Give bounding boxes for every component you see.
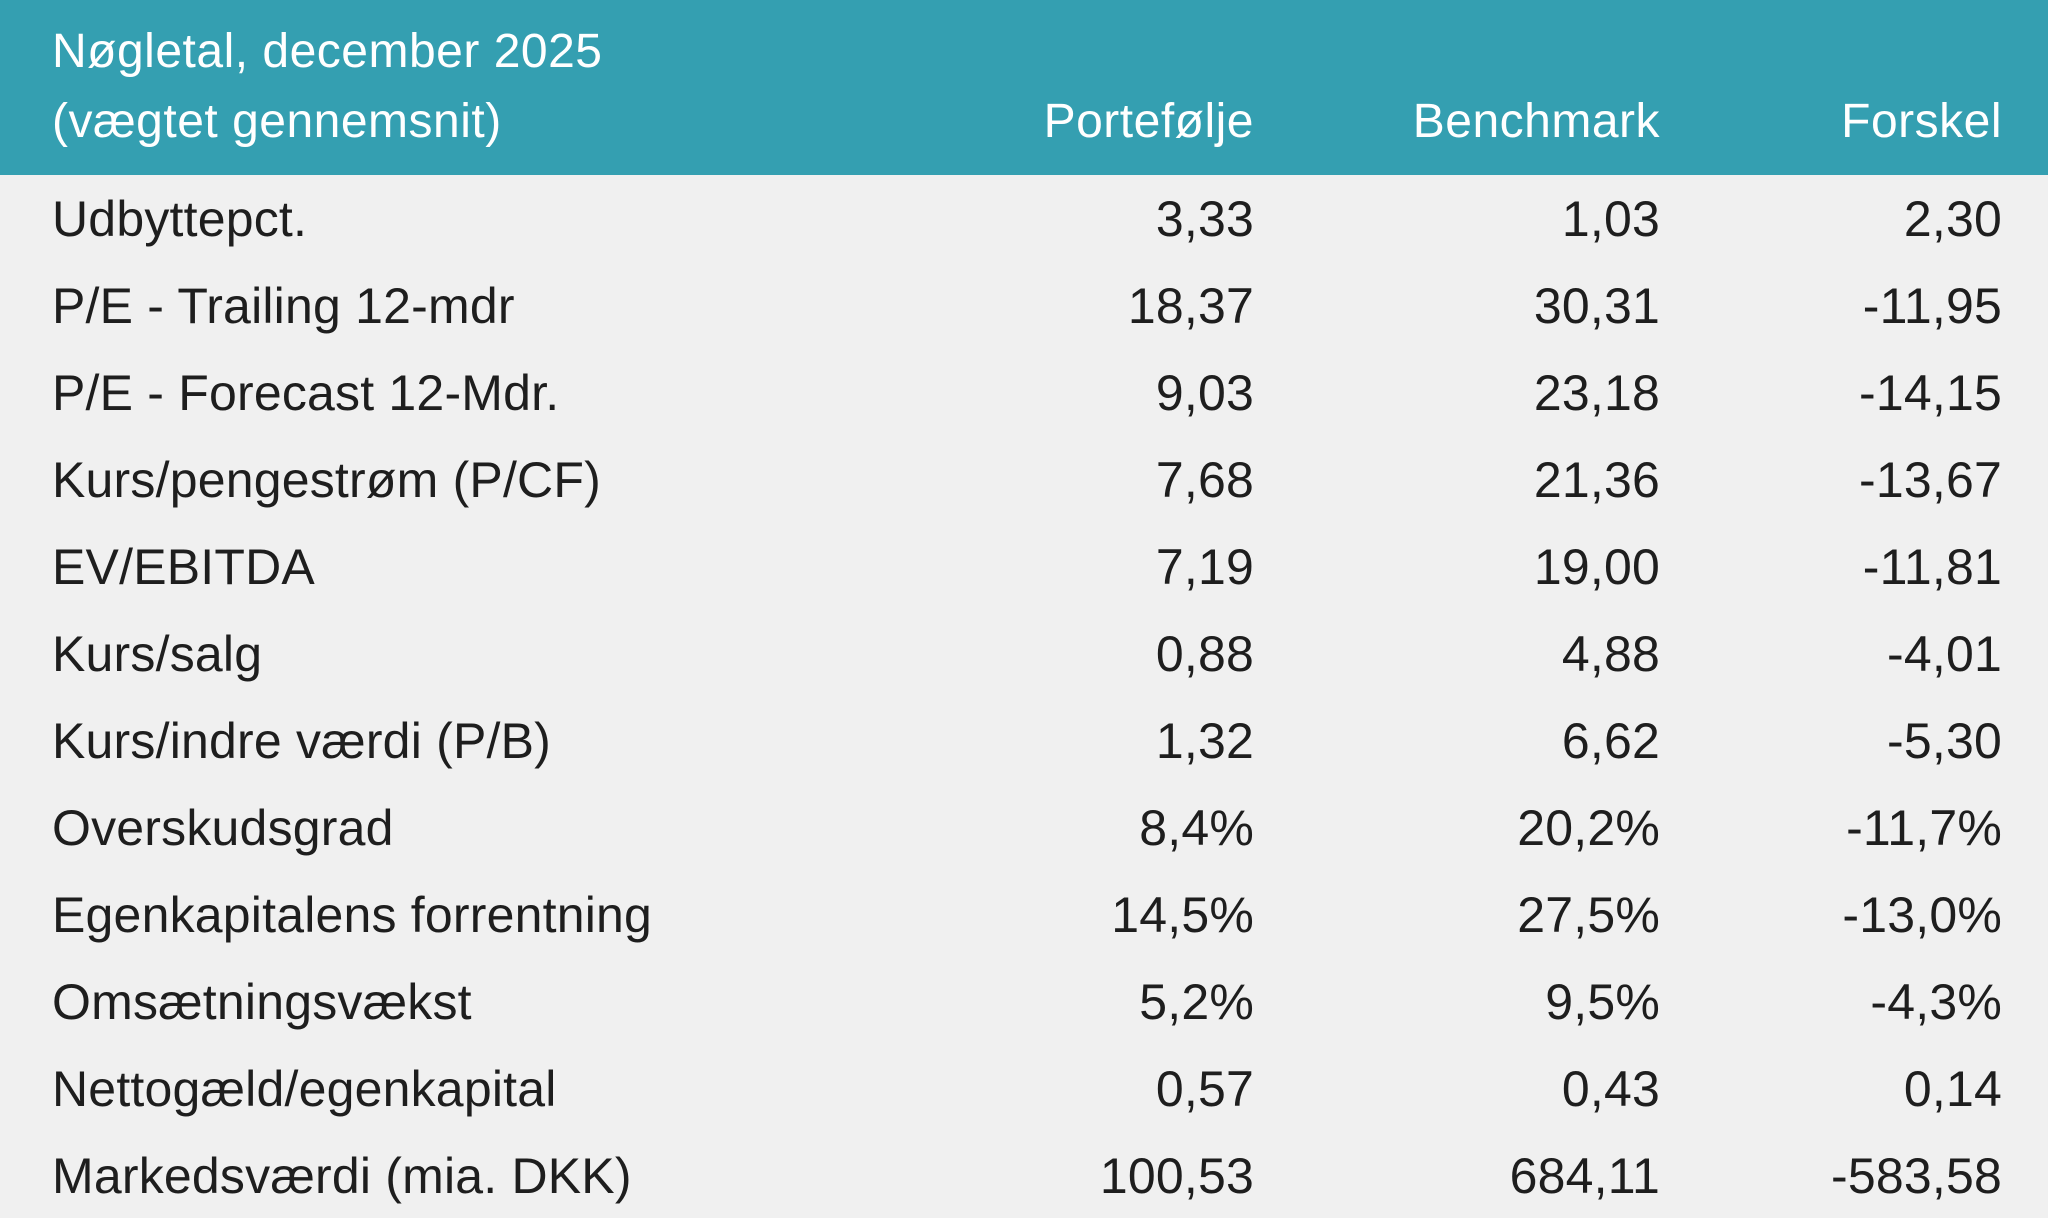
row-label: Markedsværdi (mia. DKK) [52, 1147, 632, 1204]
benchmark-value: 19,00 [1533, 538, 1660, 595]
forskel-value: -4,3% [1870, 973, 2002, 1030]
portfolio-value: 7,68 [1155, 451, 1254, 508]
table-row: EV/EBITDA 7,19 19,00 -11,81 [52, 523, 2002, 610]
row-label: Egenkapitalens forrentning [52, 886, 653, 943]
portfolio-value: 0,88 [1155, 625, 1254, 682]
row-label: EV/EBITDA [52, 538, 315, 595]
benchmark-value: 27,5% [1517, 886, 1660, 943]
forskel-value: -13,67 [1859, 451, 2002, 508]
forskel-value: -11,7% [1846, 799, 2002, 856]
benchmark-value: 30,31 [1533, 277, 1660, 334]
table-subtitle: (vægtet gennemsnit) [52, 95, 502, 148]
row-label: Overskudsgrad [52, 799, 394, 856]
table-row: Omsætningsvækst 5,2% 9,5% -4,3% [52, 958, 2002, 1045]
portfolio-value: 8,4% [1139, 799, 1254, 856]
row-label: Udbyttepct. [52, 190, 308, 247]
table-row: Kurs/indre værdi (P/B) 1,32 6,62 -5,30 [52, 697, 2002, 784]
table-row: Markedsværdi (mia. DKK) 100,53 684,11 -5… [52, 1132, 2002, 1218]
benchmark-value: 21,36 [1533, 451, 1660, 508]
forskel-value: 2,30 [1903, 190, 2002, 247]
row-label: Nettogæld/egenkapital [52, 1060, 557, 1117]
portfolio-value: 0,57 [1155, 1060, 1254, 1117]
table-row: Kurs/pengestrøm (P/CF) 7,68 21,36 -13,67 [52, 436, 2002, 523]
forskel-value: -11,95 [1862, 277, 2002, 334]
table-row: Udbyttepct. 3,33 1,03 2,30 [52, 175, 2002, 262]
forskel-value: -583,58 [1831, 1147, 2002, 1204]
table-row: P/E - Trailing 12-mdr 18,37 30,31 -11,95 [52, 262, 2002, 349]
table-row: Overskudsgrad 8,4% 20,2% -11,7% [52, 784, 2002, 871]
portfolio-value: 9,03 [1155, 364, 1254, 421]
portfolio-value: 100,53 [1099, 1147, 1254, 1204]
benchmark-value: 23,18 [1533, 364, 1660, 421]
portfolio-value: 7,19 [1155, 538, 1254, 595]
table-row: Egenkapitalens forrentning 14,5% 27,5% -… [52, 871, 2002, 958]
table-header: Nøgletal, december 2025 (vægtet gennemsn… [0, 0, 2048, 175]
forskel-value: -13,0% [1842, 886, 2002, 943]
forskel-value: -14,15 [1859, 364, 2002, 421]
row-label: Kurs/indre værdi (P/B) [52, 712, 551, 769]
column-header-benchmark: Benchmark [1412, 95, 1660, 148]
column-header-forskel: Forskel [1841, 95, 2002, 148]
column-header-row: (vægtet gennemsnit) Portefølje Benchmark… [52, 94, 2002, 149]
table-row: Kurs/salg 0,88 4,88 -4,01 [52, 610, 2002, 697]
forskel-value: 0,14 [1903, 1060, 2002, 1117]
benchmark-value: 1,03 [1561, 190, 1660, 247]
forskel-value: -11,81 [1862, 538, 2002, 595]
table-row: P/E - Forecast 12-Mdr. 9,03 23,18 -14,15 [52, 349, 2002, 436]
benchmark-value: 4,88 [1561, 625, 1660, 682]
forskel-value: -4,01 [1887, 625, 2002, 682]
portfolio-value: 1,32 [1155, 712, 1254, 769]
row-label: Kurs/salg [52, 625, 263, 682]
row-label: P/E - Forecast 12-Mdr. [52, 364, 560, 421]
table-row: Nettogæld/egenkapital 0,57 0,43 0,14 [52, 1045, 2002, 1132]
portfolio-value: 3,33 [1155, 190, 1254, 247]
benchmark-value: 20,2% [1517, 799, 1660, 856]
portfolio-value: 14,5% [1111, 886, 1254, 943]
forskel-value: -5,30 [1887, 712, 2002, 769]
benchmark-value: 0,43 [1561, 1060, 1660, 1117]
row-label: P/E - Trailing 12-mdr [52, 277, 515, 334]
column-header-portfolio: Portefølje [1043, 95, 1254, 148]
row-label: Omsætningsvækst [52, 973, 472, 1030]
table-body: Udbyttepct. 3,33 1,03 2,30 P/E - Trailin… [0, 175, 2048, 1218]
benchmark-value: 684,11 [1509, 1147, 1660, 1204]
benchmark-value: 9,5% [1545, 973, 1660, 1030]
benchmark-value: 6,62 [1561, 712, 1660, 769]
table-title: Nøgletal, december 2025 [52, 25, 603, 78]
portfolio-value: 5,2% [1139, 973, 1254, 1030]
portfolio-value: 18,37 [1127, 277, 1254, 334]
row-label: Kurs/pengestrøm (P/CF) [52, 451, 601, 508]
